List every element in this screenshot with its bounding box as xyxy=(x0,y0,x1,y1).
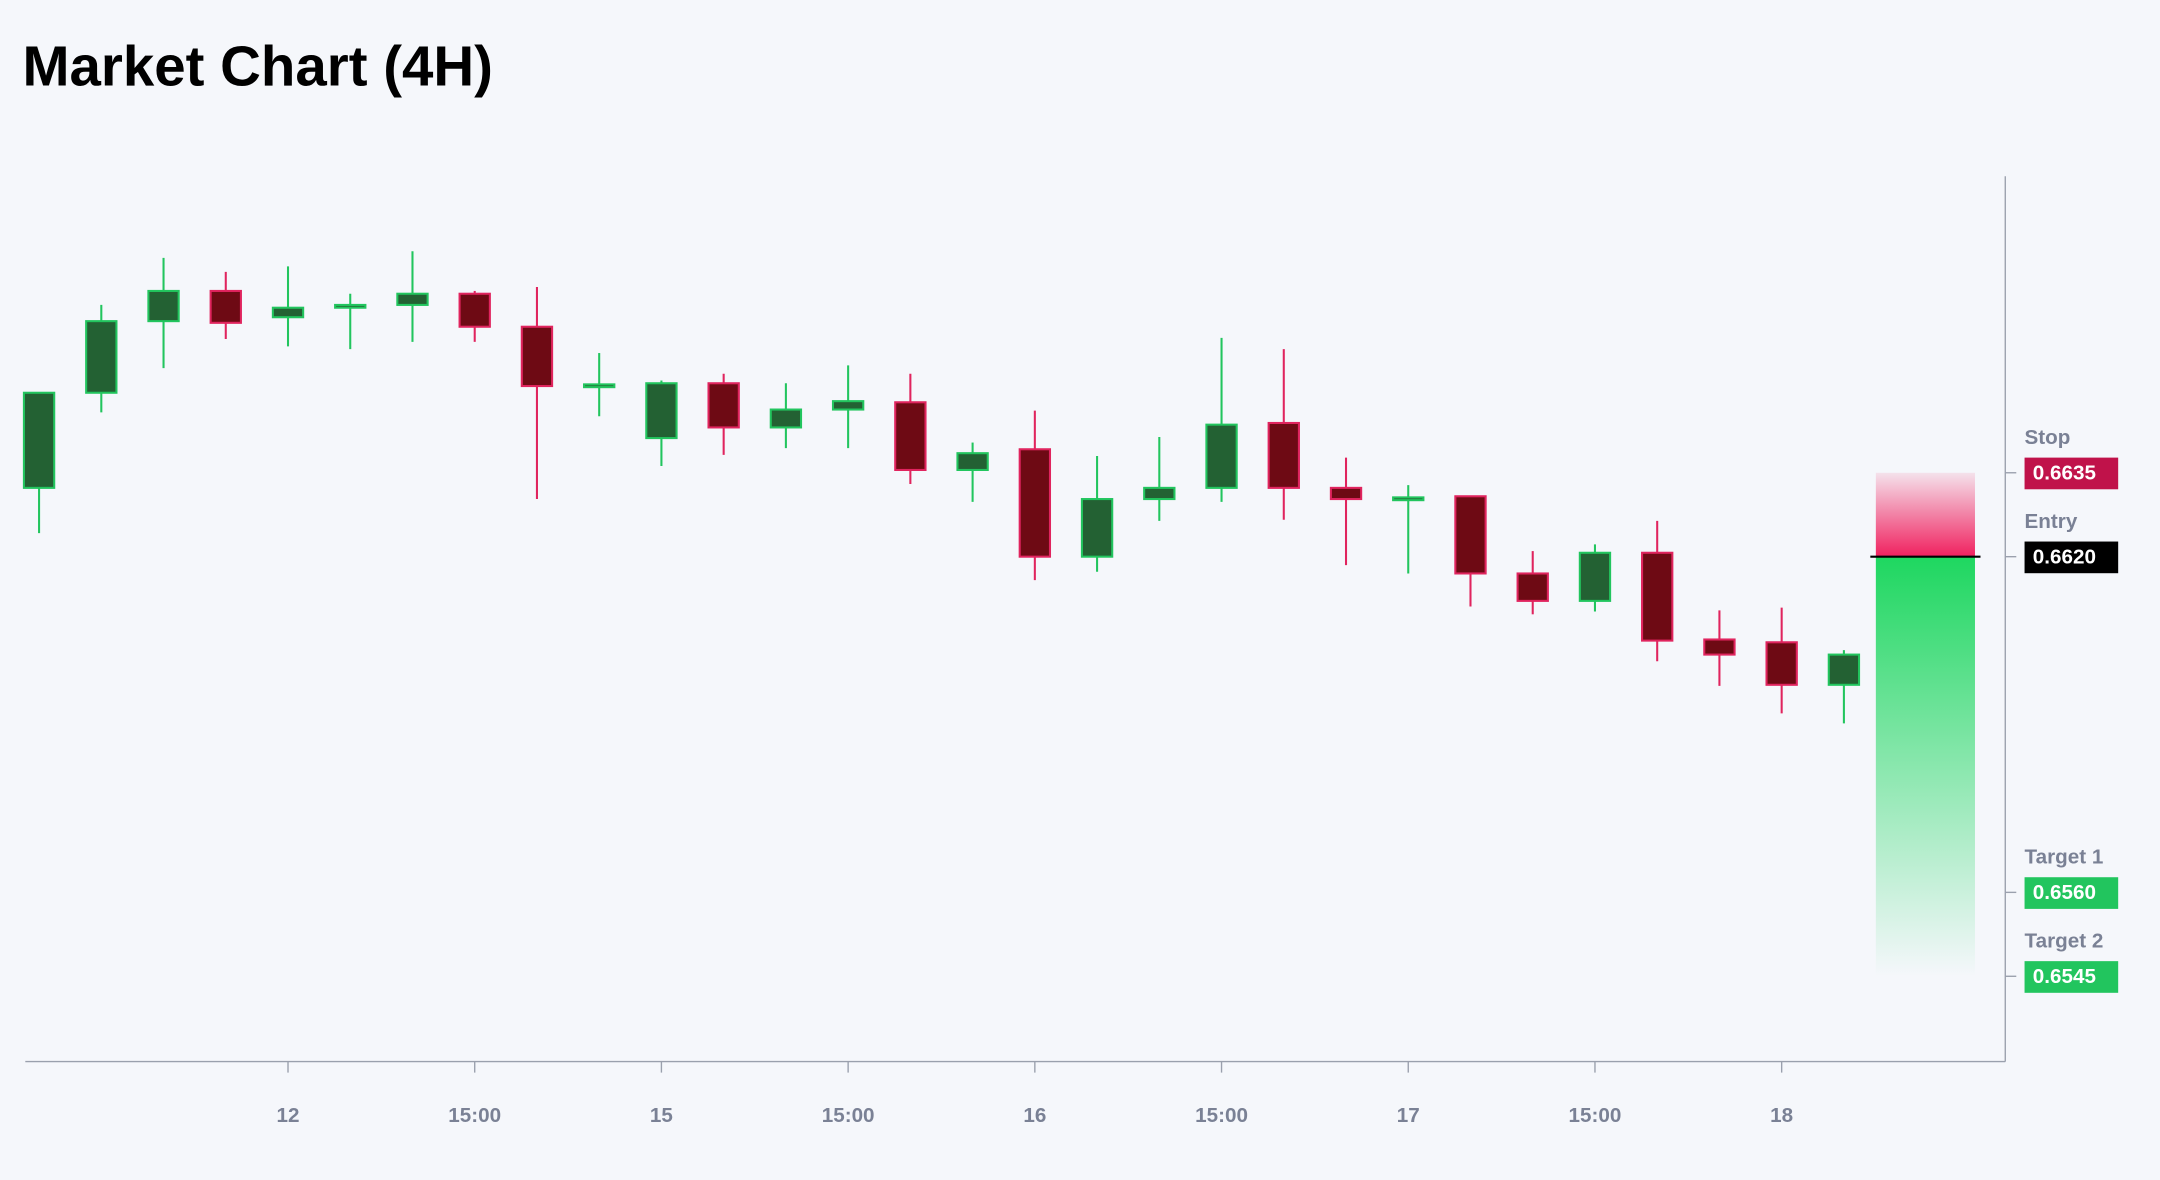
candle-body xyxy=(894,401,927,471)
candle-body xyxy=(1703,638,1736,656)
candle-body xyxy=(769,408,803,429)
level-badge xyxy=(2024,457,2119,490)
level-value: 0.6635 xyxy=(2033,462,2096,485)
candle-body xyxy=(1080,498,1114,558)
candle-body xyxy=(271,306,305,319)
candle-body xyxy=(1516,572,1549,602)
level-value: 0.6620 xyxy=(2033,546,2096,569)
candle-body xyxy=(583,383,616,389)
candle-body xyxy=(1765,641,1798,686)
candle-body xyxy=(1578,551,1612,602)
level-name: Stop xyxy=(2025,426,2071,449)
x-tick-label: 18 xyxy=(1770,1104,1793,1127)
candle-body xyxy=(707,382,740,429)
level-badge xyxy=(2024,961,2119,993)
x-tick-label: 15 xyxy=(650,1104,673,1127)
level-badge xyxy=(2024,541,2119,574)
candle-body xyxy=(956,452,989,471)
candle-body xyxy=(520,325,554,388)
level-name: Entry xyxy=(2025,510,2078,533)
candle-body xyxy=(147,289,180,323)
candle-body xyxy=(1454,495,1487,575)
x-tick-label: 16 xyxy=(1023,1104,1046,1127)
candle-body xyxy=(22,391,56,489)
level-badge xyxy=(2024,877,2119,909)
x-tick-label: 12 xyxy=(277,1104,300,1127)
candle-body xyxy=(645,382,678,440)
candle-body xyxy=(458,292,491,328)
x-tick-label: 17 xyxy=(1397,1104,1420,1127)
level-name: Target 1 xyxy=(2025,845,2104,868)
risk-zone xyxy=(1875,472,1975,557)
x-tick-label: 15:00 xyxy=(1195,1104,1248,1127)
candle-body xyxy=(1392,496,1425,502)
candle-body xyxy=(334,303,367,309)
candle-body xyxy=(85,320,118,394)
candle-body xyxy=(1329,486,1363,501)
candle-body xyxy=(1205,423,1238,489)
reward-zone xyxy=(1875,556,1975,977)
x-tick-label: 15:00 xyxy=(1569,1104,1622,1127)
candle-body xyxy=(1143,486,1176,501)
level-value: 0.6560 xyxy=(2033,881,2096,904)
chart-title: Market Chart (4H) xyxy=(23,34,493,97)
level-name: Target 2 xyxy=(2025,929,2104,952)
candle-body xyxy=(1641,551,1674,642)
candle-body xyxy=(831,400,865,411)
candle-body xyxy=(209,289,242,324)
candle-body xyxy=(396,292,429,306)
x-tick-label: 15:00 xyxy=(448,1104,501,1127)
candle-body xyxy=(1267,421,1300,489)
x-tick-label: 15:00 xyxy=(822,1104,875,1127)
level-value: 0.6545 xyxy=(2033,965,2096,988)
candle-body xyxy=(1018,448,1052,558)
candle-body xyxy=(1827,653,1861,686)
